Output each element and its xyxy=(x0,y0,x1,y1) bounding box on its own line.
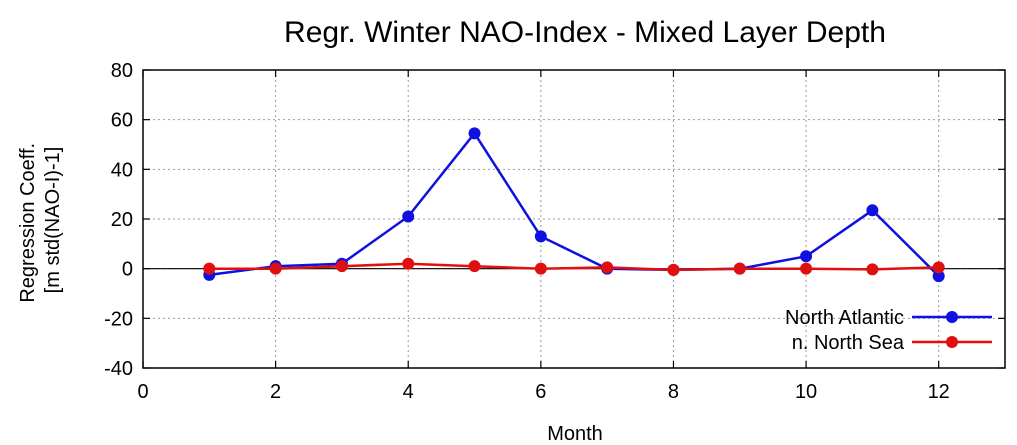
data-point-n-north-sea xyxy=(335,260,348,273)
y-tick-label: 0 xyxy=(122,259,133,281)
data-point-north-atlantic xyxy=(468,127,481,140)
y-tick-label: -40 xyxy=(104,358,133,380)
data-point-n-north-sea xyxy=(269,262,282,275)
y-tick-label: 40 xyxy=(111,159,133,181)
x-tick-label: 0 xyxy=(137,381,148,403)
series-layer xyxy=(203,127,945,283)
y-axis-label: Regression Coeff. [m std(NAO-I)-1] xyxy=(17,137,64,302)
y-tick-label: 20 xyxy=(111,209,133,231)
data-point-n-north-sea xyxy=(203,262,216,275)
x-tick-label: 2 xyxy=(270,381,281,403)
data-point-n-north-sea xyxy=(733,262,746,275)
data-point-n-north-sea xyxy=(601,261,614,274)
series-line-north-atlantic xyxy=(209,132,940,277)
data-point-n-north-sea xyxy=(932,261,945,274)
chart-title: Regr. Winter NAO-Index - Mixed Layer Dep… xyxy=(284,16,886,49)
data-point-north-atlantic xyxy=(402,210,415,223)
x-tick-label: 4 xyxy=(403,381,414,403)
x-tick-label: 12 xyxy=(928,381,950,403)
x-tick-label: 8 xyxy=(668,381,679,403)
data-point-north-atlantic xyxy=(534,230,547,243)
data-point-north-atlantic xyxy=(800,250,813,263)
data-point-n-north-sea xyxy=(866,263,879,276)
legend: North Atlantic n. North Sea xyxy=(785,307,992,354)
data-point-n-north-sea xyxy=(534,262,547,275)
y-tick-label: 80 xyxy=(111,60,133,82)
y-tick-label: -20 xyxy=(104,308,133,330)
legend-label-n-north-sea: n. North Sea xyxy=(792,332,905,354)
y-tick-label: 60 xyxy=(111,110,133,132)
x-axis-label: Month xyxy=(547,423,603,445)
data-point-n-north-sea xyxy=(402,257,415,270)
data-point-north-atlantic xyxy=(932,270,945,283)
data-point-n-north-sea xyxy=(800,262,813,275)
data-point-n-north-sea xyxy=(667,263,680,276)
series-line-n-north-sea xyxy=(209,262,939,272)
y-axis-label-line-2: [m std(NAO-I)-1] xyxy=(42,147,64,294)
data-point-n-north-sea xyxy=(468,260,481,273)
x-tick-label: 6 xyxy=(535,381,546,403)
data-point-north-atlantic xyxy=(866,204,879,217)
y-axis-label-line-1: Regression Coeff. xyxy=(17,143,39,303)
legend-swatch-marker-n-north-sea xyxy=(946,336,958,348)
legend-label-north-atlantic: North Atlantic xyxy=(785,307,904,329)
legend-swatch-marker-north-atlantic xyxy=(946,311,958,323)
x-tick-label: 10 xyxy=(795,381,817,403)
